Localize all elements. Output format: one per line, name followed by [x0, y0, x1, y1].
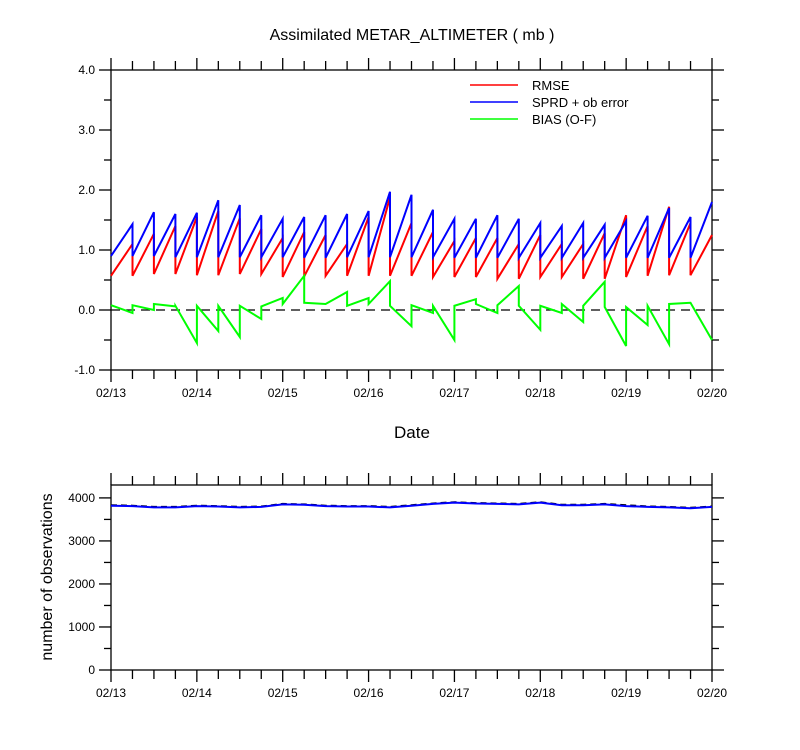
x-tick-label: 02/13: [96, 686, 126, 700]
y-tick-label: 4000: [68, 491, 95, 505]
series-line-sprd-ob-error: [110, 191, 713, 262]
legend: RMSE SPRD + ob error BIAS (O-F): [470, 78, 629, 127]
top-series-group: [110, 191, 713, 349]
x-tick-label: 02/17: [439, 386, 469, 400]
y-tick-label: 2000: [68, 577, 95, 591]
y-tick-label: 1000: [68, 620, 95, 634]
y-tick-label: 4.0: [78, 63, 95, 77]
legend-bias-label: BIAS (O-F): [532, 112, 596, 127]
top-axis-ticks: [99, 58, 724, 382]
x-tick-label: 02/13: [96, 386, 126, 400]
y-tick-label: 2.0: [78, 183, 95, 197]
x-tick-label: 02/19: [611, 386, 641, 400]
top-y-tick-labels: -1.0 0.0 1.0 2.0 3.0 4.0: [74, 63, 95, 377]
x-axis-label: Date: [394, 423, 430, 442]
bottom-y-tick-labels: 0 1000 2000 3000 4000: [68, 491, 95, 677]
bottom-series-group: [110, 501, 713, 510]
x-tick-label: 02/15: [268, 686, 298, 700]
y-tick-label: 3000: [68, 534, 95, 548]
x-tick-label: 02/14: [182, 686, 212, 700]
x-tick-label: 02/20: [697, 386, 727, 400]
bottom-plot-frame: [110, 484, 713, 671]
y-axis-label-observations: number of observations: [39, 493, 56, 660]
y-tick-label: -1.0: [74, 363, 95, 377]
legend-sprd-label: SPRD + ob error: [532, 95, 629, 110]
y-tick-label: 0.0: [78, 303, 95, 317]
y-tick-label: 3.0: [78, 123, 95, 137]
y-tick-label: 1.0: [78, 243, 95, 257]
bottom-x-tick-labels: 02/13 02/14 02/15 02/16 02/17 02/18 02/19 02/20: [96, 686, 727, 700]
bottom-axis-ticks: [99, 473, 724, 682]
x-tick-label: 02/19: [611, 686, 641, 700]
x-tick-label: 02/15: [268, 386, 298, 400]
series-line-obs-1: [110, 501, 713, 510]
chart-title: Assimilated METAR_ALTIMETER ( mb ): [270, 27, 555, 44]
x-tick-label: 02/18: [525, 686, 555, 700]
series-line-bias-o-f: [110, 272, 713, 349]
legend-rmse-label: RMSE: [532, 78, 570, 93]
top-x-tick-labels: 02/13 02/14 02/15 02/16 02/17 02/18 02/19 02/20: [96, 386, 727, 400]
y-tick-label: 0: [88, 663, 95, 677]
x-tick-label: 02/17: [439, 686, 469, 700]
bottom-panel: 02/13 02/14 02/15 02/16 02/17 02/18 02/19 02/20…: [39, 473, 727, 700]
x-tick-label: 02/16: [354, 386, 384, 400]
top-panel: Assimilated METAR_ALTIMETER ( mb ) RMSE …: [74, 27, 727, 442]
x-tick-label: 02/16: [354, 686, 384, 700]
x-tick-label: 02/18: [525, 386, 555, 400]
x-tick-label: 02/20: [697, 686, 727, 700]
x-tick-label: 02/14: [182, 386, 212, 400]
